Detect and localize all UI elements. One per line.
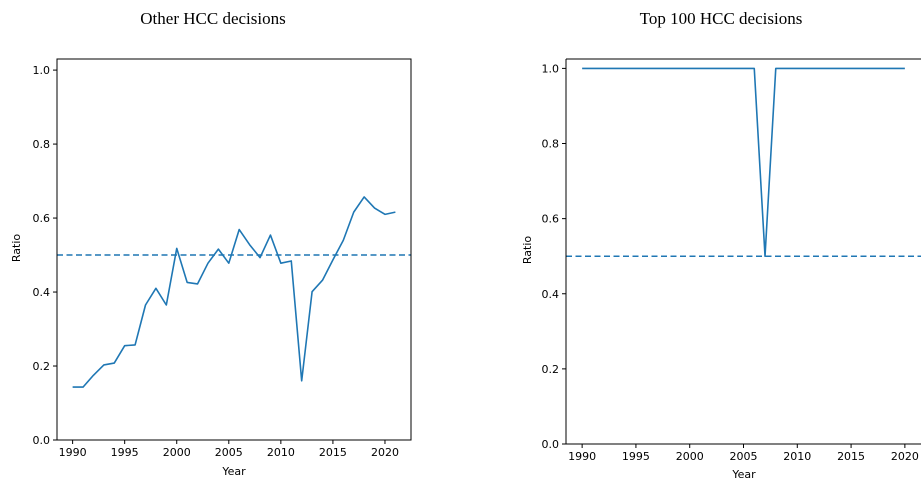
chart-right-ytick-label: 0.8 [542, 138, 560, 151]
chart-right-series-line [582, 67, 905, 258]
chart-left-xtick-label: 2015 [319, 446, 347, 459]
chart-right-xtick-label: 2005 [730, 450, 758, 463]
chart-right-xtick-label: 2015 [837, 450, 865, 463]
chart-left-xtick-label: 2020 [371, 446, 399, 459]
chart-left-series-line [72, 196, 396, 388]
chart-right-xtick-label: 1995 [622, 450, 650, 463]
chart-left-xtick-label: 2005 [215, 446, 243, 459]
chart-left-ytick-label: 0.4 [33, 286, 51, 299]
chart-left-xtick-label: 2000 [163, 446, 191, 459]
chart-right-title: Top 100 HCC decisions [640, 9, 803, 28]
chart-right-ytick-label: 0.4 [542, 288, 560, 301]
chart-left-xlabel: Year [221, 465, 246, 478]
chart-left-ytick-label: 0.0 [33, 434, 51, 447]
chart-right-ytick-label: 0.2 [542, 363, 560, 376]
chart-right-xtick-label: 2010 [783, 450, 811, 463]
chart-right-xtick-label: 1990 [568, 450, 596, 463]
chart-right-plot: 1990 1995 2000 2005 2010 2015 2020 0.0 0.2 0.4 0.6… [542, 58, 921, 463]
chart-left-ytick-label: 1.0 [33, 64, 51, 77]
chart-left: Other HCC decisions 1990 1995 2000 2005 2010… [10, 9, 412, 478]
chart-right: Top 100 HCC decisions 1990 1995 2000 2005 20… [521, 9, 921, 481]
chart-left-ylabel: Ratio [10, 234, 23, 263]
chart-right-ytick-label: 0.0 [542, 438, 560, 451]
chart-left-title: Other HCC decisions [140, 9, 285, 28]
chart-right-xtick-label: 2020 [891, 450, 919, 463]
chart-left-plot: 1990 1995 2000 2005 2010 2015 2020 0.0 0.2 0.4 0.6… [33, 58, 412, 459]
chart-left-axes-frame [56, 58, 412, 441]
chart-left-xtick-label: 2010 [267, 446, 295, 459]
chart-right-xtick-label: 2000 [676, 450, 704, 463]
chart-right-ytick-label: 1.0 [542, 62, 560, 75]
chart-left-ytick-label: 0.2 [33, 360, 51, 373]
chart-right-ylabel: Ratio [521, 236, 534, 265]
chart-right-ytick-label: 0.6 [542, 213, 560, 226]
chart-left-xtick-label: 1990 [59, 446, 87, 459]
chart-right-xlabel: Year [731, 468, 756, 481]
chart-left-ytick-label: 0.8 [33, 138, 51, 151]
chart-left-xtick-label: 1995 [111, 446, 139, 459]
chart-left-ytick-label: 0.6 [33, 212, 51, 225]
